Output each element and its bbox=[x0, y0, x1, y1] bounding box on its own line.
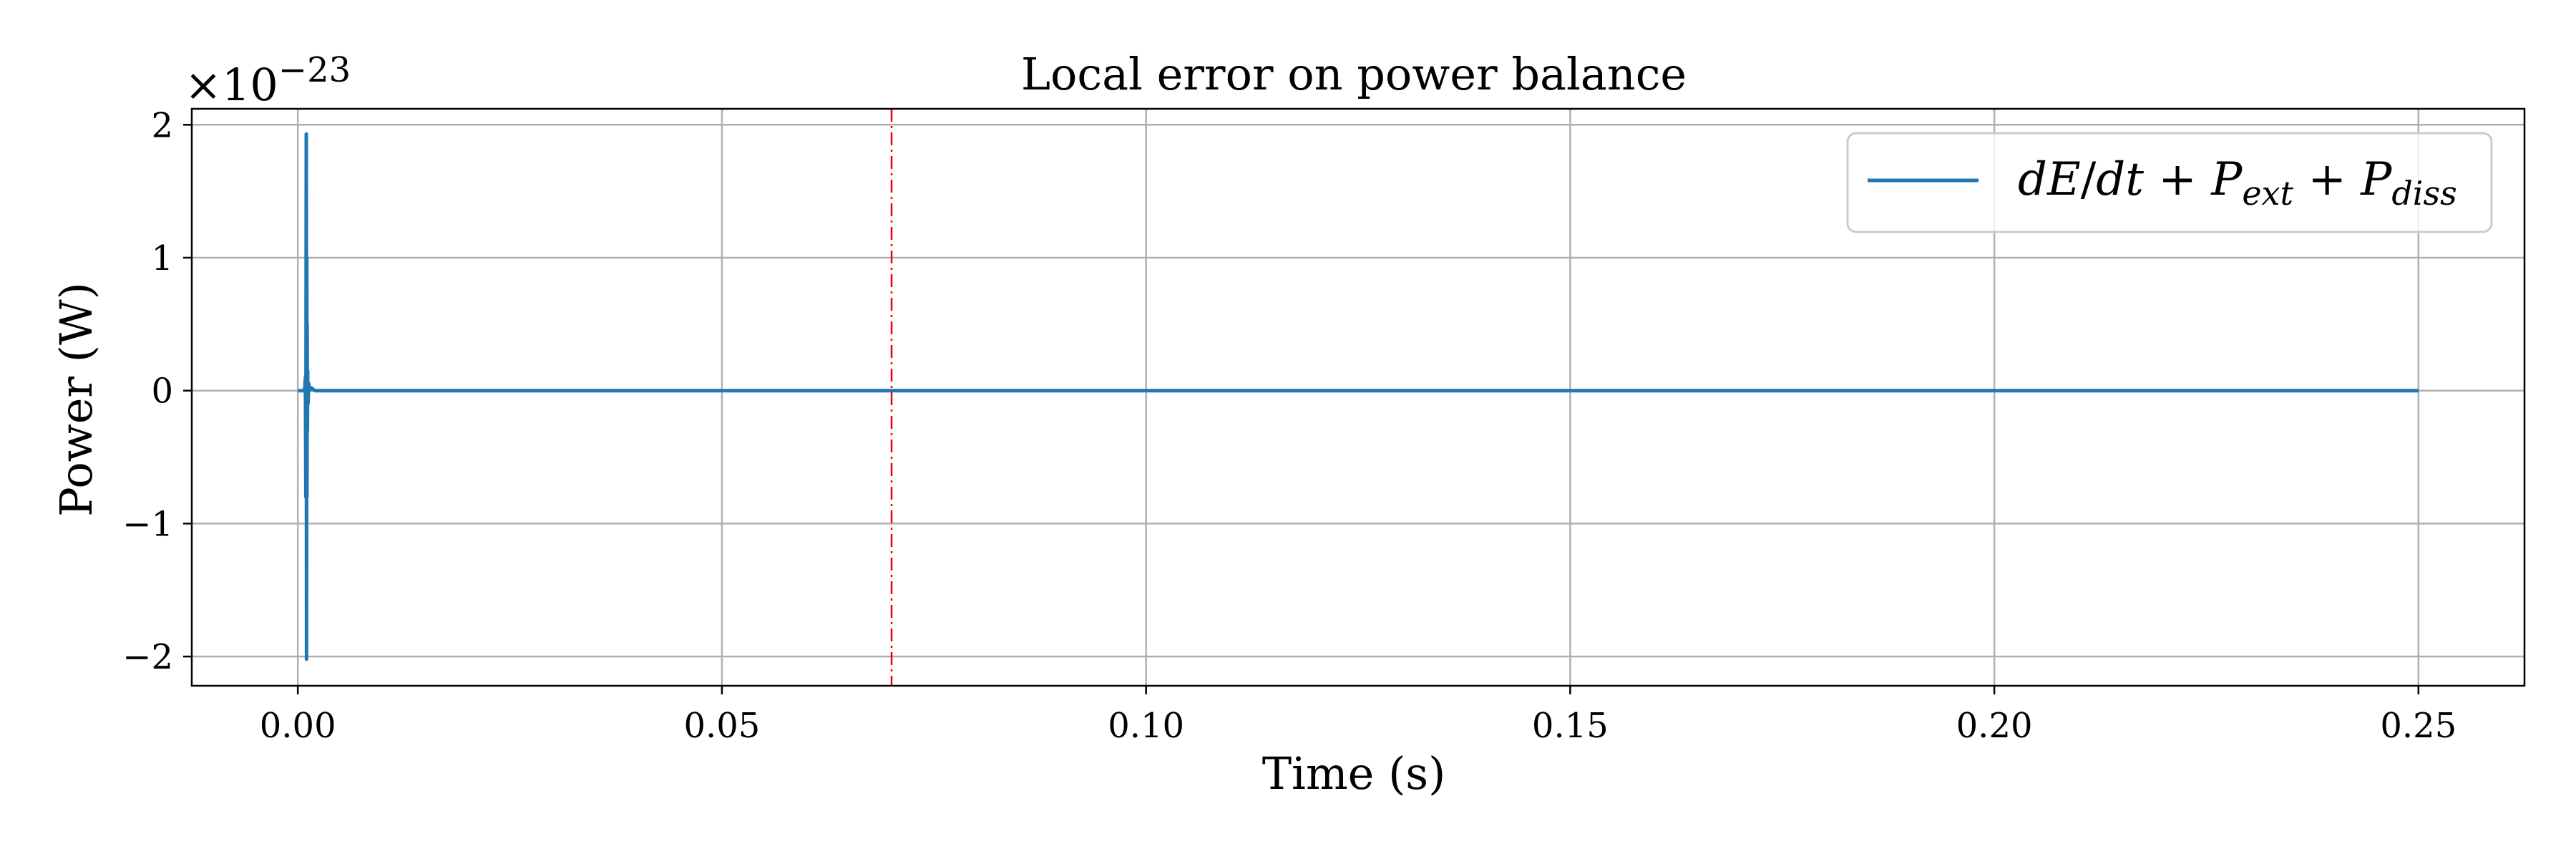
legend: dE/dt + Pext + Pdiss bbox=[1846, 132, 2493, 233]
y-tick-label: 2 bbox=[151, 105, 173, 145]
x-tick-label: 0.20 bbox=[1956, 706, 2033, 746]
y-axis-offset-label: ×10−23 bbox=[185, 50, 351, 111]
legend-label: dE/dt + Pext + Pdiss bbox=[2018, 153, 2457, 213]
y-tick-label: −1 bbox=[122, 504, 173, 544]
x-axis-ticks: 0.00 0.05 0.10 0.15 0.20 0.25 bbox=[260, 686, 2457, 746]
y-tick-label: −2 bbox=[122, 637, 173, 677]
x-tick-label: 0.15 bbox=[1532, 706, 1609, 746]
x-tick-label: 0.25 bbox=[2380, 706, 2457, 746]
x-tick-label: 0.10 bbox=[1108, 706, 1184, 746]
y-axis-ticks: −2 −1 0 1 2 bbox=[122, 105, 192, 677]
y-tick-label: 1 bbox=[151, 238, 173, 278]
y-tick-label: 0 bbox=[151, 372, 173, 412]
legend-box bbox=[1846, 132, 2493, 233]
y-axis-label: Power (W) bbox=[50, 282, 102, 517]
x-tick-label: 0.00 bbox=[260, 706, 336, 746]
x-tick-label: 0.05 bbox=[683, 706, 760, 746]
series-line bbox=[298, 132, 2419, 661]
series-lines bbox=[298, 132, 2419, 661]
chart-title: Local error on power balance bbox=[1021, 48, 1687, 100]
x-axis-label: Time (s) bbox=[1262, 747, 1446, 800]
plot-frame bbox=[190, 107, 2526, 687]
